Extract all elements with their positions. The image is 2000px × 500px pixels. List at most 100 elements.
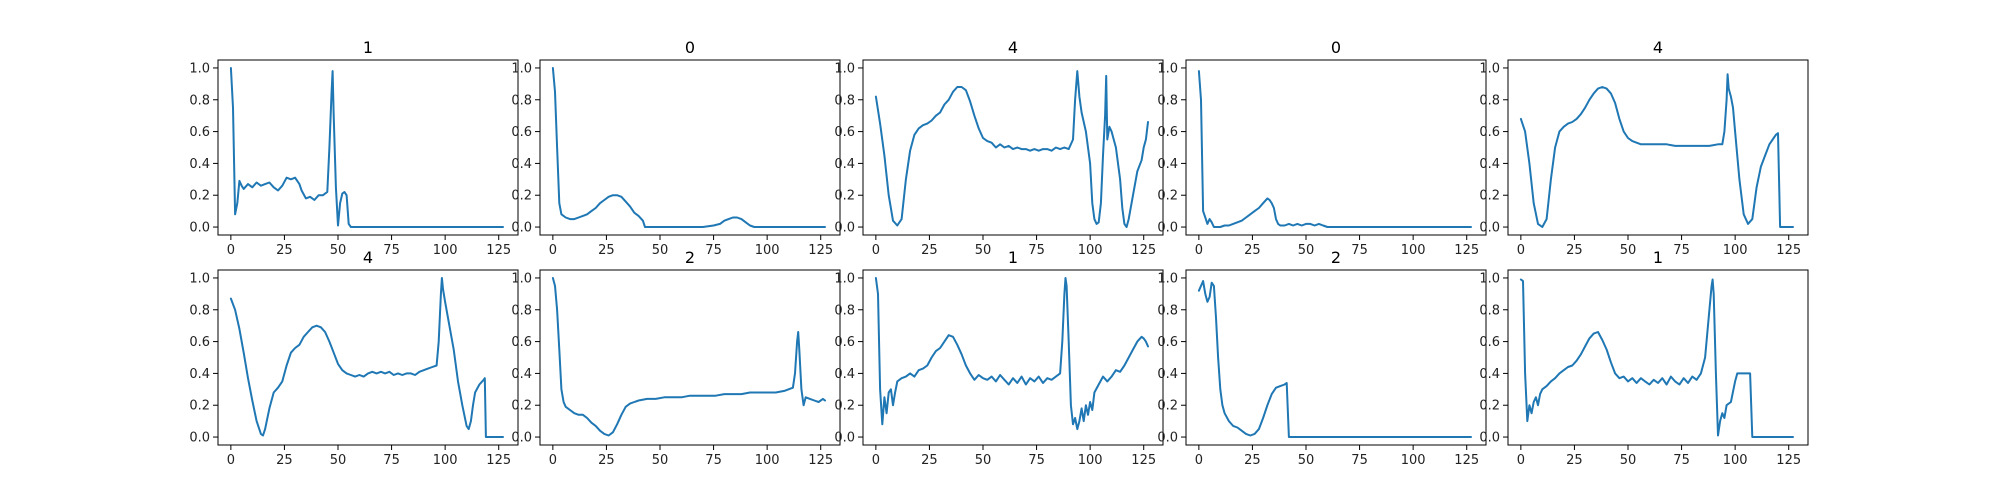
x-tick-label: 50 — [652, 453, 669, 468]
subplot-title: 1 — [1653, 248, 1663, 267]
series-line — [551, 67, 826, 228]
series-line — [1197, 280, 1472, 438]
x-tick-label: 100 — [755, 243, 780, 258]
axes-frame — [1507, 59, 1809, 236]
y-tick-label: 1.0 — [189, 271, 210, 286]
axes-frame — [1507, 269, 1809, 446]
y-tick-label: 0.4 — [1479, 367, 1500, 382]
y-tick-label: 0.6 — [1479, 335, 1500, 350]
series-line — [1519, 278, 1794, 438]
x-tick-label: 25 — [921, 453, 938, 468]
y-tick-label: 0.6 — [1157, 335, 1178, 350]
series-line — [551, 277, 826, 437]
y-tick-label: 1.0 — [1157, 271, 1178, 286]
y-tick-label: 0.8 — [1157, 303, 1178, 318]
x-tick-label: 100 — [433, 243, 458, 258]
x-tick-label: 0 — [1195, 243, 1203, 258]
y-tick-label: 0.8 — [511, 93, 532, 108]
axes-frame — [217, 269, 519, 446]
x-tick-label: 50 — [652, 243, 669, 258]
x-tick-label: 25 — [276, 453, 293, 468]
x-tick-label: 75 — [1351, 453, 1368, 468]
series-line — [1197, 70, 1472, 228]
y-tick-label: 0.2 — [1479, 399, 1500, 414]
x-tick-label: 50 — [1620, 453, 1637, 468]
x-tick-label: 100 — [1401, 243, 1426, 258]
y-tick-label: 0.2 — [1479, 189, 1500, 204]
series-line — [1519, 73, 1794, 228]
y-tick-label: 0.6 — [511, 125, 532, 140]
x-tick-label: 125 — [1454, 243, 1479, 258]
x-tick-label: 75 — [1673, 243, 1690, 258]
x-tick-label: 0 — [872, 453, 880, 468]
x-tick-label: 100 — [1723, 453, 1748, 468]
subplot-6: 0 25 50 75 100 125 0.0 0.2 0.4 0.6 0.8 1.0 4 — [189, 248, 519, 468]
x-tick-label: 25 — [598, 453, 615, 468]
subplot-title: 4 — [1653, 38, 1663, 57]
y-tick-label: 0.8 — [1479, 303, 1500, 318]
y-tick-label: 0.0 — [189, 431, 210, 446]
x-tick-label: 0 — [549, 243, 557, 258]
y-tick-label: 0.2 — [834, 189, 855, 204]
axes-frame — [862, 59, 1164, 236]
subplot-title: 2 — [685, 248, 695, 267]
y-tick-label: 0.8 — [834, 93, 855, 108]
y-tick-label: 0.4 — [834, 367, 855, 382]
y-tick-label: 1.0 — [511, 271, 532, 286]
x-tick-label: 25 — [1244, 243, 1261, 258]
x-tick-label: 50 — [330, 453, 347, 468]
y-tick-label: 0.2 — [189, 189, 210, 204]
y-tick-label: 0.2 — [511, 399, 532, 414]
axes-frame — [1185, 59, 1487, 236]
y-tick-label: 0.8 — [189, 93, 210, 108]
y-tick-label: 0.4 — [1157, 157, 1178, 172]
y-tick-label: 0.8 — [1479, 93, 1500, 108]
y-tick-label: 1.0 — [1479, 61, 1500, 76]
y-tick-label: 0.8 — [511, 303, 532, 318]
x-tick-label: 100 — [1723, 243, 1748, 258]
x-tick-label: 75 — [1673, 453, 1690, 468]
x-tick-label: 100 — [1078, 243, 1103, 258]
subplot-title: 4 — [363, 248, 373, 267]
y-tick-label: 0.6 — [189, 335, 210, 350]
y-tick-label: 0.8 — [189, 303, 210, 318]
y-tick-label: 1.0 — [834, 271, 855, 286]
x-tick-label: 125 — [486, 453, 511, 468]
subplot-title: 0 — [1331, 38, 1341, 57]
y-tick-label: 1.0 — [1479, 271, 1500, 286]
y-tick-label: 0.2 — [511, 189, 532, 204]
y-tick-label: 0.2 — [189, 399, 210, 414]
subplot-title: 0 — [685, 38, 695, 57]
axes-frame — [539, 269, 841, 446]
subplot-10: 0 25 50 75 100 125 0.0 0.2 0.4 0.6 0.8 1.0 1 — [1479, 248, 1809, 468]
series-line — [874, 277, 1149, 431]
x-tick-label: 25 — [1566, 453, 1583, 468]
y-tick-label: 0.0 — [1157, 221, 1178, 236]
x-tick-label: 125 — [486, 243, 511, 258]
series-line — [229, 67, 504, 228]
subplot-1: 0 25 50 75 100 125 0.0 0.2 0.4 0.6 0.8 1.0 1 — [189, 38, 519, 258]
x-tick-label: 50 — [1298, 453, 1315, 468]
axes-frame — [862, 269, 1164, 446]
x-tick-label: 125 — [1131, 453, 1156, 468]
x-tick-label: 50 — [975, 453, 992, 468]
y-tick-label: 0.4 — [834, 157, 855, 172]
subplot-5: 0 25 50 75 100 125 0.0 0.2 0.4 0.6 0.8 1.0 4 — [1479, 38, 1809, 258]
y-tick-label: 0.4 — [1157, 367, 1178, 382]
y-tick-label: 0.2 — [834, 399, 855, 414]
subplot-title: 1 — [1008, 248, 1018, 267]
axes-frame — [539, 59, 841, 236]
y-tick-label: 0.6 — [511, 335, 532, 350]
x-tick-label: 125 — [1131, 243, 1156, 258]
x-tick-label: 50 — [1620, 243, 1637, 258]
x-tick-label: 75 — [383, 243, 400, 258]
series-line — [229, 277, 504, 438]
y-tick-label: 0.0 — [834, 431, 855, 446]
x-tick-label: 125 — [1454, 453, 1479, 468]
x-tick-label: 0 — [1517, 453, 1525, 468]
x-tick-label: 75 — [1028, 243, 1045, 258]
x-tick-label: 75 — [1028, 453, 1045, 468]
